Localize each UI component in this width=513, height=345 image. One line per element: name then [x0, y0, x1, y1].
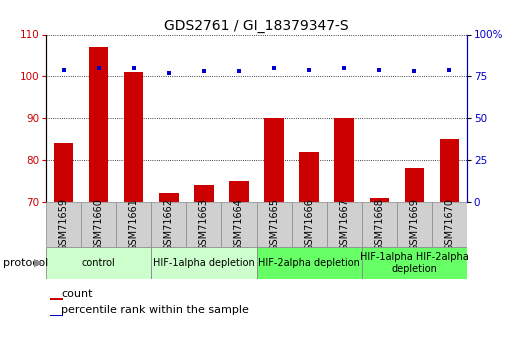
Bar [405, 168, 424, 345]
Bar [264, 118, 284, 345]
FancyBboxPatch shape [362, 202, 397, 247]
Bar [124, 72, 144, 345]
FancyBboxPatch shape [186, 202, 222, 247]
Bar [229, 181, 249, 345]
Text: GSM71666: GSM71666 [304, 198, 314, 251]
Text: GSM71665: GSM71665 [269, 198, 279, 251]
FancyBboxPatch shape [222, 202, 256, 247]
FancyBboxPatch shape [291, 202, 327, 247]
Title: GDS2761 / GI_18379347-S: GDS2761 / GI_18379347-S [164, 19, 349, 33]
FancyBboxPatch shape [362, 247, 467, 279]
Text: percentile rank within the sample: percentile rank within the sample [61, 305, 249, 315]
Text: GSM71667: GSM71667 [339, 198, 349, 251]
Text: ▶: ▶ [34, 258, 43, 268]
Text: GSM71670: GSM71670 [444, 198, 455, 251]
Text: GSM71669: GSM71669 [409, 198, 419, 251]
Text: GSM71664: GSM71664 [234, 198, 244, 251]
FancyBboxPatch shape [81, 202, 116, 247]
FancyBboxPatch shape [151, 202, 186, 247]
Text: GSM71660: GSM71660 [94, 198, 104, 251]
Bar [89, 47, 108, 345]
Bar [194, 185, 213, 345]
Text: control: control [82, 258, 115, 268]
Text: GSM71668: GSM71668 [374, 198, 384, 251]
Bar [334, 118, 354, 345]
FancyBboxPatch shape [46, 247, 151, 279]
FancyBboxPatch shape [397, 202, 432, 247]
Text: GSM71661: GSM71661 [129, 198, 139, 251]
Text: GSM71663: GSM71663 [199, 198, 209, 251]
FancyBboxPatch shape [256, 202, 291, 247]
Text: GSM71659: GSM71659 [58, 198, 69, 251]
Bar [369, 198, 389, 345]
FancyBboxPatch shape [327, 202, 362, 247]
Bar [300, 152, 319, 345]
Bar [440, 139, 459, 345]
Text: GSM71662: GSM71662 [164, 198, 174, 251]
Bar [50, 315, 63, 316]
FancyBboxPatch shape [151, 247, 256, 279]
Text: count: count [61, 288, 92, 298]
FancyBboxPatch shape [256, 247, 362, 279]
Text: protocol: protocol [3, 258, 48, 268]
Bar [50, 298, 63, 299]
Text: HIF-1alpha depletion: HIF-1alpha depletion [153, 258, 255, 268]
FancyBboxPatch shape [46, 202, 81, 247]
Bar [159, 194, 179, 345]
FancyBboxPatch shape [432, 202, 467, 247]
Bar [54, 143, 73, 345]
Text: HIF-1alpha HIF-2alpha
depletion: HIF-1alpha HIF-2alpha depletion [360, 252, 468, 274]
Text: HIF-2alpha depletion: HIF-2alpha depletion [258, 258, 360, 268]
FancyBboxPatch shape [116, 202, 151, 247]
